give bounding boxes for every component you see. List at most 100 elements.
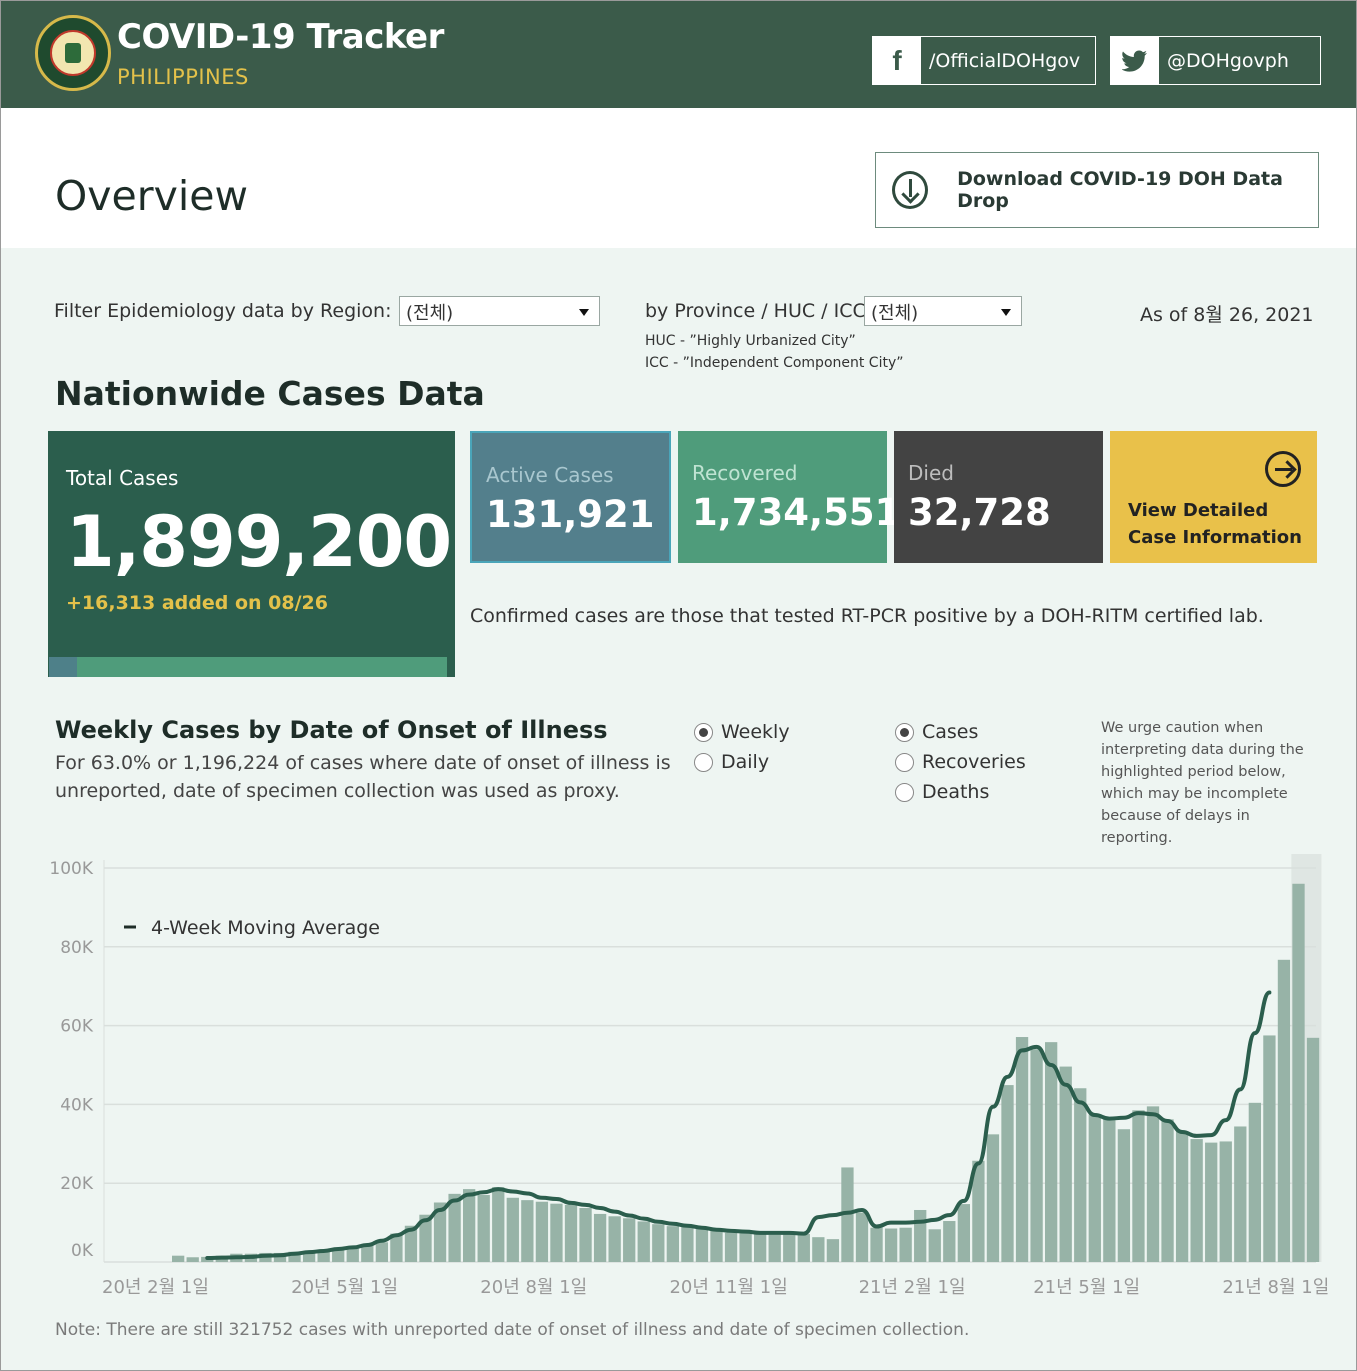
- bar: [609, 1216, 621, 1262]
- bar: [870, 1228, 882, 1262]
- region-select-value: (전체): [406, 303, 453, 324]
- bar: [754, 1234, 766, 1262]
- bar: [1307, 1038, 1319, 1262]
- radio-cases-label: Cases: [922, 721, 978, 743]
- bar: [1001, 1085, 1013, 1262]
- active-cases-label: Active Cases: [486, 463, 614, 487]
- bar: [1205, 1143, 1217, 1262]
- bar: [1016, 1037, 1028, 1262]
- bar: [623, 1218, 635, 1262]
- app-subtitle: PHILIPPINES: [117, 65, 249, 89]
- radio-recoveries[interactable]: Recoveries: [895, 751, 1026, 773]
- twitter-link[interactable]: @DOHgovph: [1110, 36, 1321, 85]
- bar: [1045, 1042, 1057, 1262]
- radio-daily[interactable]: Daily: [694, 751, 769, 773]
- download-icon: [892, 171, 928, 209]
- bar: [812, 1237, 824, 1262]
- bar: [827, 1239, 839, 1262]
- cases-breakdown-bar: [49, 657, 447, 677]
- bar: [638, 1221, 650, 1262]
- died-card: Died 32,728: [894, 431, 1103, 563]
- radio-deaths-label: Deaths: [922, 781, 989, 803]
- bar: [1030, 1049, 1042, 1262]
- bar: [710, 1230, 722, 1262]
- facebook-handle: /OfficialDOHgov: [921, 50, 1080, 72]
- radio-recoveries-label: Recoveries: [922, 751, 1026, 773]
- download-data-drop-button[interactable]: Download COVID-19 DOH Data Drop: [875, 152, 1319, 228]
- bar: [463, 1189, 475, 1262]
- died-value: 32,728: [908, 491, 1051, 534]
- huc-note: HUC - ”Highly Urbanized City”: [645, 333, 856, 349]
- chevron-down-icon: [1001, 309, 1011, 316]
- y-tick-label: 60K: [60, 1017, 94, 1037]
- bar: [987, 1134, 999, 1262]
- x-tick-label: 21년 8월 1일: [1222, 1277, 1329, 1298]
- weekly-chart-title: Weekly Cases by Date of Onset of Illness: [55, 716, 608, 744]
- bar: [914, 1210, 926, 1262]
- facebook-link[interactable]: f /OfficialDOHgov: [872, 36, 1096, 85]
- weekly-cases-chart: 100K 80K 60K 40K 20K 0K 20년 2월 1일 20년 5월 1일 20년 …: [0, 850, 1357, 1310]
- radio-circle: [895, 753, 914, 772]
- bar: [565, 1205, 577, 1262]
- x-tick-label: 20년 11월 1일: [669, 1277, 787, 1298]
- overview-title: Overview: [55, 172, 248, 220]
- bar: [347, 1248, 359, 1262]
- detail-line-2: Case Information: [1128, 524, 1302, 551]
- active-cases-card: Active Cases 131,921: [470, 431, 671, 563]
- radio-circle: [694, 753, 713, 772]
- download-button-label: Download COVID-19 DOH Data Drop: [957, 168, 1318, 212]
- recovered-card: Recovered 1,734,551: [678, 431, 887, 563]
- active-cases-value: 131,921: [486, 493, 655, 536]
- recovered-label: Recovered: [692, 461, 797, 485]
- bar: [1103, 1119, 1115, 1262]
- caution-note: We urge caution when interpreting data d…: [1101, 717, 1321, 849]
- bar: [1292, 884, 1304, 1262]
- detail-line-1: View Detailed: [1128, 497, 1302, 524]
- bar: [172, 1256, 184, 1262]
- radio-deaths[interactable]: Deaths: [895, 781, 989, 803]
- radio-circle: [895, 783, 914, 802]
- radio-weekly[interactable]: Weekly: [694, 721, 790, 743]
- bar: [856, 1213, 868, 1262]
- icc-note: ICC - ”Independent Component City”: [645, 355, 904, 371]
- bar: [943, 1221, 955, 1262]
- bar: [1074, 1088, 1086, 1262]
- x-tick-label: 20년 2월 1일: [102, 1277, 209, 1298]
- radio-weekly-label: Weekly: [721, 721, 790, 743]
- y-tick-label: 20K: [60, 1174, 94, 1194]
- bar: [769, 1235, 781, 1262]
- detail-button-label: View Detailed Case Information: [1128, 497, 1302, 551]
- bar: [507, 1198, 519, 1262]
- radio-cases[interactable]: Cases: [895, 721, 978, 743]
- bar: [739, 1233, 751, 1262]
- bar: [1234, 1126, 1246, 1262]
- added-cases: +16,313 added on 08/26: [66, 592, 328, 614]
- bar: [1278, 960, 1290, 1262]
- bar: [900, 1228, 912, 1262]
- bar: [958, 1204, 970, 1262]
- bar: [332, 1250, 344, 1262]
- chevron-down-icon: [579, 309, 589, 316]
- bar: [376, 1242, 388, 1262]
- x-tick-label: 21년 5월 1일: [1033, 1277, 1140, 1298]
- confirmed-cases-note: Confirmed cases are those that tested RT…: [470, 605, 1264, 627]
- bar: [187, 1257, 199, 1262]
- y-tick-label: 100K: [49, 859, 93, 879]
- app-title: COVID-19 Tracker: [117, 17, 444, 57]
- view-detailed-case-info-button[interactable]: View Detailed Case Information: [1110, 431, 1317, 563]
- bar: [1147, 1106, 1159, 1262]
- bar: [1220, 1141, 1232, 1262]
- bar: [550, 1204, 562, 1262]
- as-of-date: As of 8월 26, 2021: [1140, 300, 1314, 327]
- unreported-cases-footnote: Note: There are still 321752 cases with …: [55, 1320, 969, 1340]
- province-select[interactable]: (전체): [864, 296, 1022, 326]
- region-select[interactable]: (전체): [399, 296, 600, 326]
- bar: [1132, 1110, 1144, 1262]
- province-select-value: (전체): [871, 303, 918, 324]
- x-tick-label: 20년 5월 1일: [291, 1277, 398, 1298]
- y-tick-label: 40K: [60, 1095, 94, 1115]
- radio-circle: [694, 723, 713, 742]
- bar: [725, 1233, 737, 1262]
- top-header: COVID-19 Tracker PHILIPPINES f /Official…: [1, 1, 1356, 108]
- y-tick-label: 80K: [60, 938, 94, 958]
